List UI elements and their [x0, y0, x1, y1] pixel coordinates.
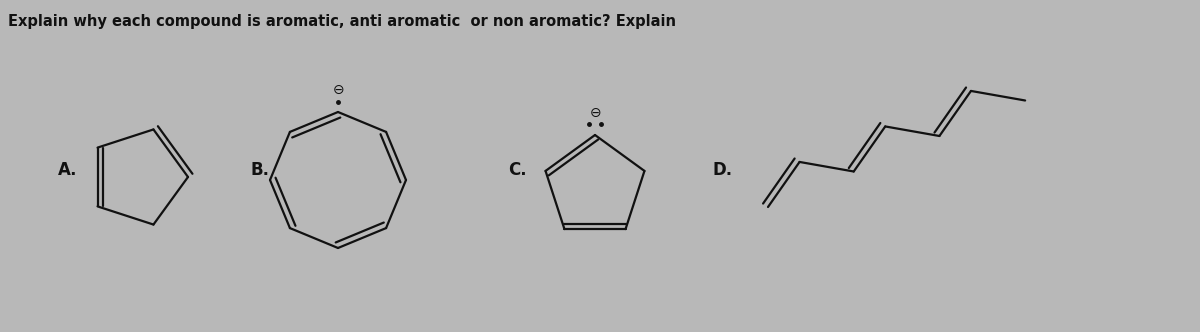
- Text: $\ominus$: $\ominus$: [332, 83, 344, 97]
- Text: $\ominus$: $\ominus$: [589, 106, 601, 120]
- Text: C.: C.: [508, 161, 527, 179]
- Text: A.: A.: [58, 161, 78, 179]
- Text: D.: D.: [712, 161, 732, 179]
- Text: Explain why each compound is aromatic, anti aromatic  or non aromatic? Explain: Explain why each compound is aromatic, a…: [8, 14, 676, 29]
- Text: B.: B.: [250, 161, 269, 179]
